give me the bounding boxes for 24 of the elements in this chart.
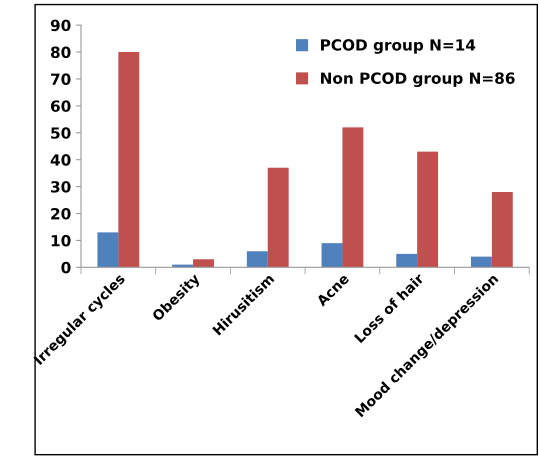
y-tick-label: 0 <box>61 262 71 274</box>
legend-label: PCOD group N=14 <box>321 39 476 54</box>
bar <box>118 52 140 268</box>
y-tick-label: 60 <box>50 100 71 112</box>
y-tick-label: 20 <box>51 208 71 220</box>
bar <box>193 259 214 268</box>
y-tick-label: 70 <box>51 73 71 85</box>
bar <box>172 264 194 268</box>
bar <box>322 243 342 268</box>
y-tick-label: 90 <box>50 20 71 32</box>
bar <box>417 152 438 268</box>
y-tick-label: 10 <box>52 234 71 246</box>
legend-label: Non PCOD group N=86 <box>321 72 515 88</box>
bar <box>246 251 268 268</box>
bar <box>97 232 118 268</box>
y-tick-label: 50 <box>51 127 71 139</box>
bar <box>492 192 513 268</box>
y-tick-label: 30 <box>51 181 71 193</box>
y-tick-label: 80 <box>50 46 71 58</box>
bar <box>268 168 289 268</box>
bar <box>396 254 418 268</box>
bar <box>342 127 364 268</box>
bar <box>470 256 492 268</box>
y-tick-label: 40 <box>50 154 71 166</box>
